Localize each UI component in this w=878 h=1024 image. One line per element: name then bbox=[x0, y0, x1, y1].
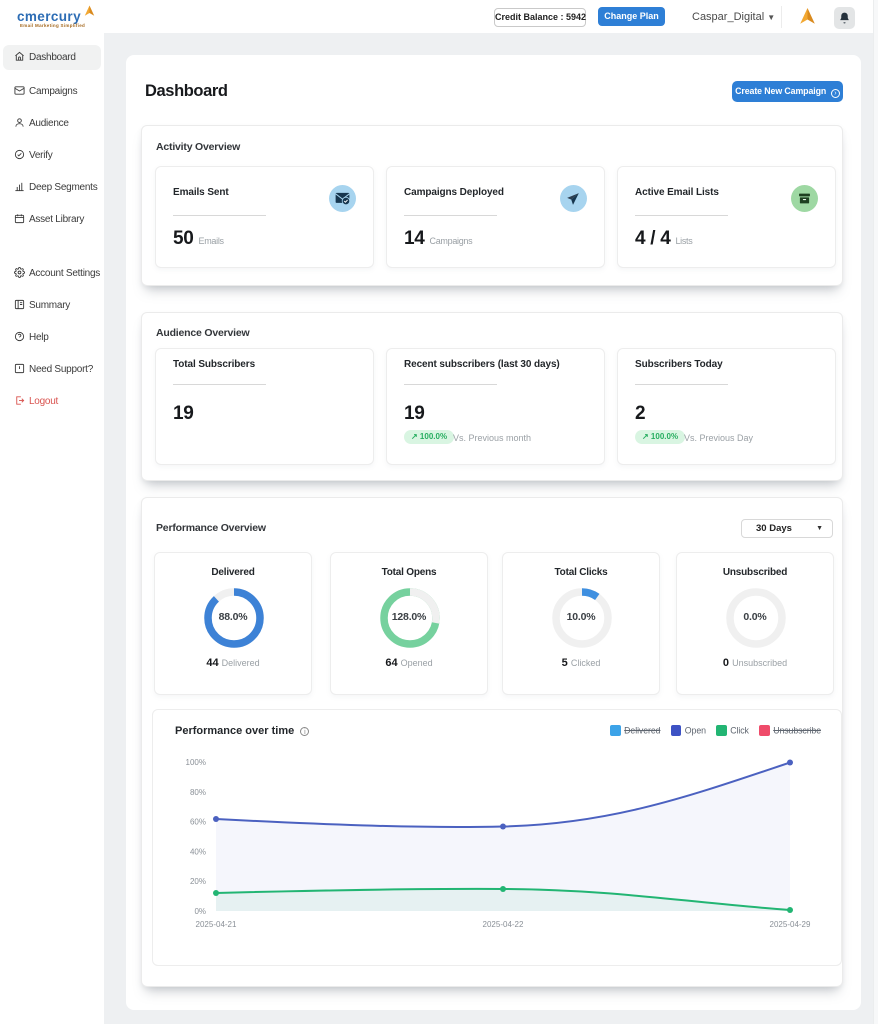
svg-text:0%: 0% bbox=[194, 907, 206, 916]
svg-text:40%: 40% bbox=[190, 847, 206, 856]
svg-text:2025-04-29: 2025-04-29 bbox=[770, 920, 811, 929]
svg-text:2025-04-22: 2025-04-22 bbox=[483, 920, 524, 929]
svg-text:100%: 100% bbox=[186, 758, 206, 767]
svg-text:80%: 80% bbox=[190, 788, 206, 797]
svg-text:2025-04-21: 2025-04-21 bbox=[196, 920, 237, 929]
svg-text:20%: 20% bbox=[190, 877, 206, 886]
svg-text:60%: 60% bbox=[190, 818, 206, 827]
